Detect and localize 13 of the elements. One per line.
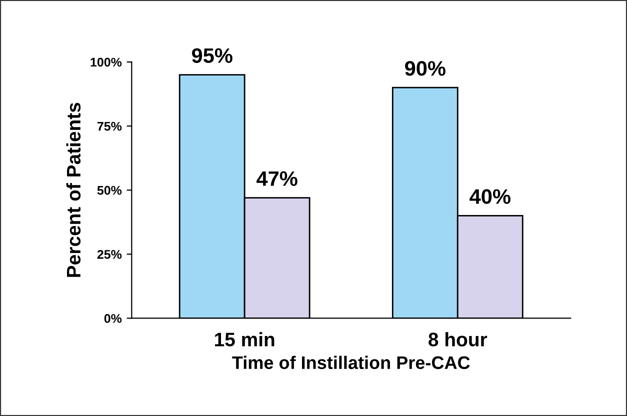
y-tick-label: 50% xyxy=(97,186,122,195)
y-tick-label: 25% xyxy=(97,250,122,259)
y-tick-label: 0% xyxy=(104,314,122,323)
data-label: 40% xyxy=(470,189,510,204)
data-label: 95% xyxy=(192,48,232,63)
x-axis-title: Time of Instillation Pre-CAC xyxy=(232,356,470,370)
y-tick-label: 100% xyxy=(90,58,122,67)
y-axis-title: Percent of Patients xyxy=(66,102,81,277)
x-tick-label: 15 min xyxy=(215,332,274,346)
data-label: 47% xyxy=(256,171,298,186)
x-tick-label: 8 hour xyxy=(428,332,488,346)
data-label: 90% xyxy=(405,61,446,76)
y-tick-label: 75% xyxy=(97,122,122,131)
